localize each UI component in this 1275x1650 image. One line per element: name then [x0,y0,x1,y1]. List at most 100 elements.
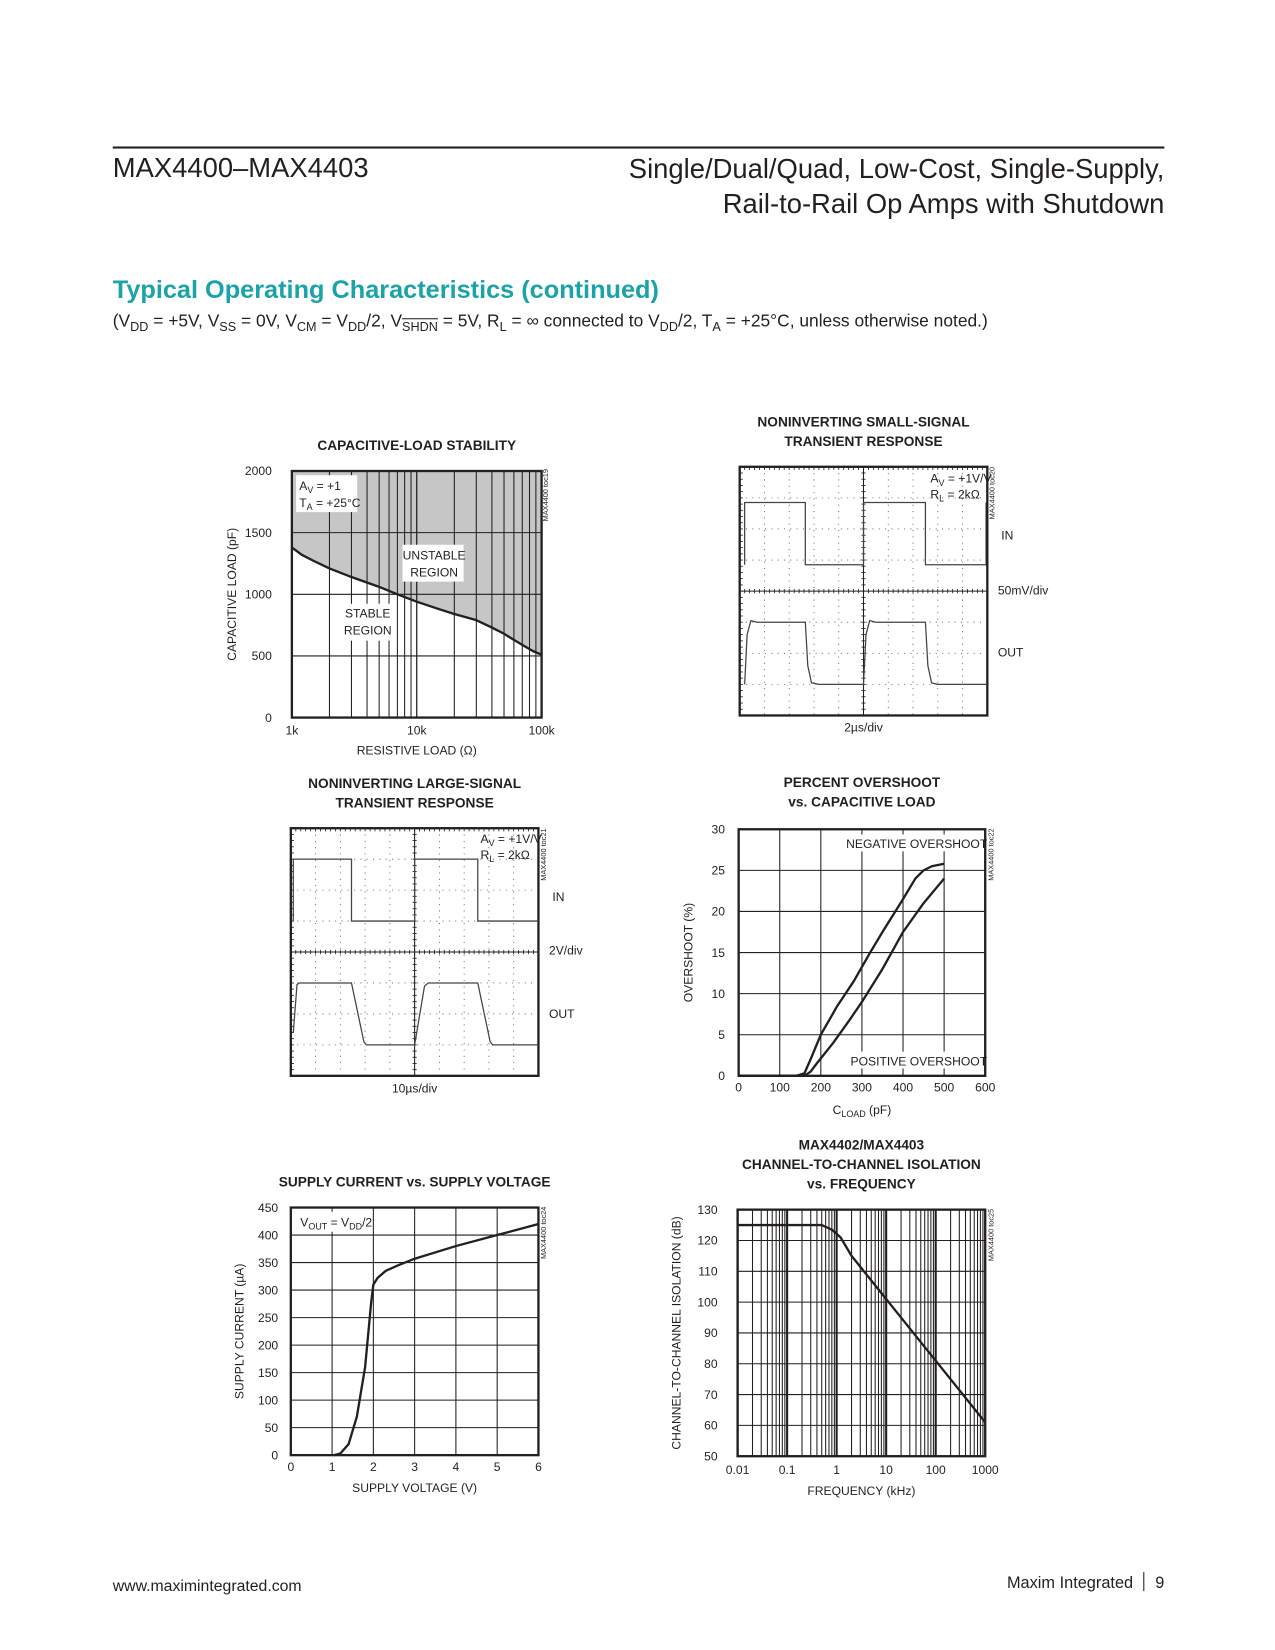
chart-title: NONINVERTING SMALL-SIGNAL [757,415,969,430]
cond-text: = V [316,311,349,331]
y-tick-label: 0 [271,1448,278,1462]
y-tick-label: 30 [711,822,725,836]
annotation: REGION [344,623,392,637]
x-tick-label: 200 [811,1081,831,1095]
plot-frame [290,469,543,719]
x-tick-label: 4 [453,1460,460,1474]
x-tick-label: 300 [852,1081,872,1095]
x-axis-label: RESISTIVE LOAD (Ω) [357,743,477,757]
y-tick-label: 50 [704,1449,718,1463]
annotation: AV = +1 [299,479,341,495]
figure-id: MAX4400 toc20 [988,467,997,519]
y-tick-label: 120 [697,1234,717,1248]
y-tick-label: 500 [252,649,272,663]
x-tick-label: 1 [833,1463,840,1477]
y-axis-label: CAPACITIVE LOAD (pF) [225,528,239,661]
waveform-out [292,982,538,1046]
x-tick-label: 400 [893,1081,913,1095]
x-tick-label: 1 [329,1460,336,1474]
cond-text: = +25°C, unless otherwise noted.) [720,311,988,331]
annotation: STABLE [345,606,391,620]
doc-title-line: Single/Dual/Quad, Low-Cost, Single-Suppl… [628,152,1165,185]
y-tick-label: 450 [258,1201,278,1215]
chart-c5 [289,1206,540,1457]
chart-c1 [290,469,543,719]
condition-annotation: RL = 2kΩ [480,848,529,864]
x-tick-label: 100 [926,1463,946,1477]
y-tick-label: 100 [258,1393,278,1407]
cond-text: (V [112,311,131,331]
x-tick-label: 600 [975,1081,995,1095]
waveform-in [292,858,538,922]
figure-id: MAX4400 toc21 [539,828,548,880]
cond-sub: SS [219,319,237,335]
annotation: VOUT = VDD/2 [300,1216,372,1232]
y-tick-label: 1000 [245,588,272,602]
cond-sub: DD [130,319,149,335]
figure-id: MAX4400 toc19 [541,469,550,521]
annotation-box [853,1051,985,1069]
cond-sub: DD [659,319,678,335]
annotation-box [296,475,358,513]
cond-text: = 0V, V [236,311,297,331]
doc-title-line: Rail-to-Rail Op Amps with Shutdown [722,187,1165,220]
x-tick-label: 0 [735,1081,742,1095]
chart-title: vs. FREQUENCY [807,1177,916,1192]
y-axis-label: SUPPLY CURRENT (µA) [232,1264,246,1400]
y-tick-label: 2000 [245,464,272,478]
figure-id: MAX4400 toc24 [539,1207,548,1259]
chart-title: TRANSIENT RESPONSE [336,796,494,811]
footer-url[interactable]: www.maximintegrated.com [112,1577,302,1596]
chart-c6 [736,1208,987,1458]
chart-c2 [738,465,989,717]
footer-divider [1143,1572,1145,1592]
company-name: Maxim Integrated [1006,1574,1134,1593]
y-tick-label: 10 [711,987,725,1001]
x-tick-label: 500 [934,1081,954,1095]
waveform-in [744,501,987,566]
section-title: Typical Operating Characteristics (conti… [112,276,659,305]
time-scale-label: 10µs/div [392,1082,438,1096]
x-tick-label: 6 [535,1460,542,1474]
plot-frame [289,827,540,1077]
annotation: TA = +25°C [299,496,361,512]
annotation: UNSTABLE [403,549,466,563]
annotation-box [341,603,395,641]
y-tick-label: 150 [258,1366,278,1380]
y-axis-label: OVERSHOOT (%) [681,903,695,1002]
y-tick-label: 80 [704,1357,718,1371]
cond-text: = 5V, R [437,311,500,331]
x-tick-label: 0.01 [726,1463,750,1477]
condition-annotation: AV = +1V/V [930,472,992,488]
x-tick-label: 2 [370,1460,377,1474]
chart-title: PERCENT OVERSHOOT [784,775,941,790]
series-label: POSITIVE OVERSHOOT [851,1054,988,1068]
plot-frame [736,1208,987,1458]
y-tick-label: 25 [711,864,725,878]
x-tick-label: 0.1 [779,1463,796,1477]
plot-frame [289,1206,540,1457]
test-conditions: (VDD = +5V, VSS = 0V, VCM = VDD/2, VSHDN… [113,312,988,334]
y-tick-label: 0 [265,711,272,725]
vertical-scale-label: 50mV/div [998,583,1049,597]
chart-c3 [289,827,540,1077]
y-tick-label: 5 [718,1028,725,1042]
x-tick-label: 3 [411,1460,418,1474]
x-tick-label: 10k [407,723,427,737]
chart-title: vs. CAPACITIVE LOAD [788,795,935,810]
series-label: NEGATIVE OVERSHOOT [846,837,988,851]
y-tick-label: 200 [258,1338,278,1352]
cond-text: = ∞ connected to V [506,311,660,331]
chart-title: NONINVERTING LARGE-SIGNAL [308,776,521,791]
series-line [737,1223,987,1424]
x-axis-label: CLOAD (pF) [833,1103,892,1119]
chart-title: CHANNEL-TO-CHANNEL ISOLATION [742,1157,981,1172]
header-rule [112,146,1165,149]
cond-sub: A [712,319,721,335]
x-tick-label: 10 [879,1463,893,1477]
cond-sub: DD [348,319,367,335]
y-tick-label: 15 [711,946,725,960]
y-tick-label: 90 [704,1326,718,1340]
y-tick-label: 300 [258,1283,278,1297]
